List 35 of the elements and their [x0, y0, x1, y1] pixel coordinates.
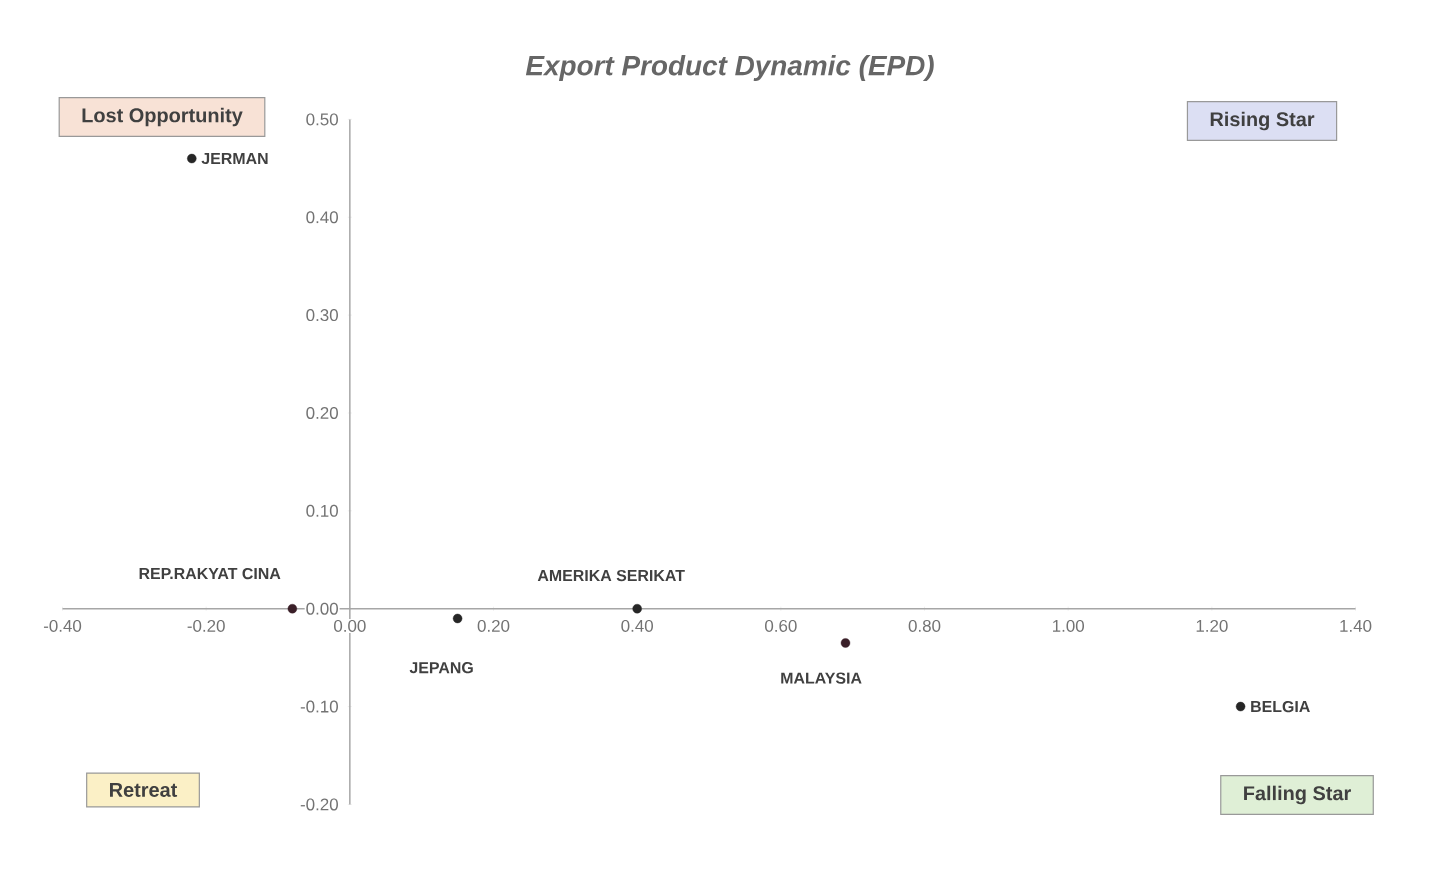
x-tick-label: -0.40 [43, 619, 82, 632]
point [1235, 701, 1246, 712]
point [187, 153, 197, 164]
point [632, 603, 642, 614]
y-tick-label: 0.30 [306, 309, 338, 322]
x-tick-label: 0.20 [477, 619, 510, 632]
series-label: MALAYSIA [781, 672, 862, 684]
series-label: JERMAN [201, 152, 268, 165]
y-tick-label: 0.40 [306, 211, 338, 224]
y-tick-label: 0.20 [306, 406, 338, 419]
point [840, 638, 851, 648]
x-tick-label: 0.60 [765, 619, 797, 632]
chart-title: Export Product Dynamic (EPD) [525, 55, 934, 81]
point [452, 613, 463, 624]
text: AMERIKA SERIKAT [537, 569, 685, 582]
annotation: Lost Opportunity [82, 107, 243, 127]
y-tick-label: 0.00 [306, 602, 338, 615]
x-tick-label: 1.20 [1196, 619, 1228, 632]
y-tick-label: -0.20 [300, 798, 338, 811]
x-tick-label: -0.20 [187, 619, 225, 632]
x-tick-label: 0.80 [908, 619, 941, 632]
x-tick-label: 1.00 [1053, 619, 1085, 632]
y-tick-label: 0.50 [306, 113, 338, 126]
annotation: Falling Star [1244, 785, 1351, 805]
x-tick-label: 0.40 [621, 619, 653, 632]
x-tick-label: 0.00 [334, 619, 366, 632]
y-tick-label: -0.10 [300, 700, 338, 713]
text: JEPANG [409, 662, 473, 674]
x-tick-label: 1.40 [1340, 619, 1372, 632]
point [287, 603, 298, 614]
series-label: REP.RAKYAT CINA [139, 567, 281, 580]
series-label: BELGIA [1251, 700, 1310, 713]
annotation: Rising Star [1210, 111, 1315, 131]
annotation: Retreat [110, 783, 178, 797]
y-tick-label: 0.10 [306, 504, 338, 517]
